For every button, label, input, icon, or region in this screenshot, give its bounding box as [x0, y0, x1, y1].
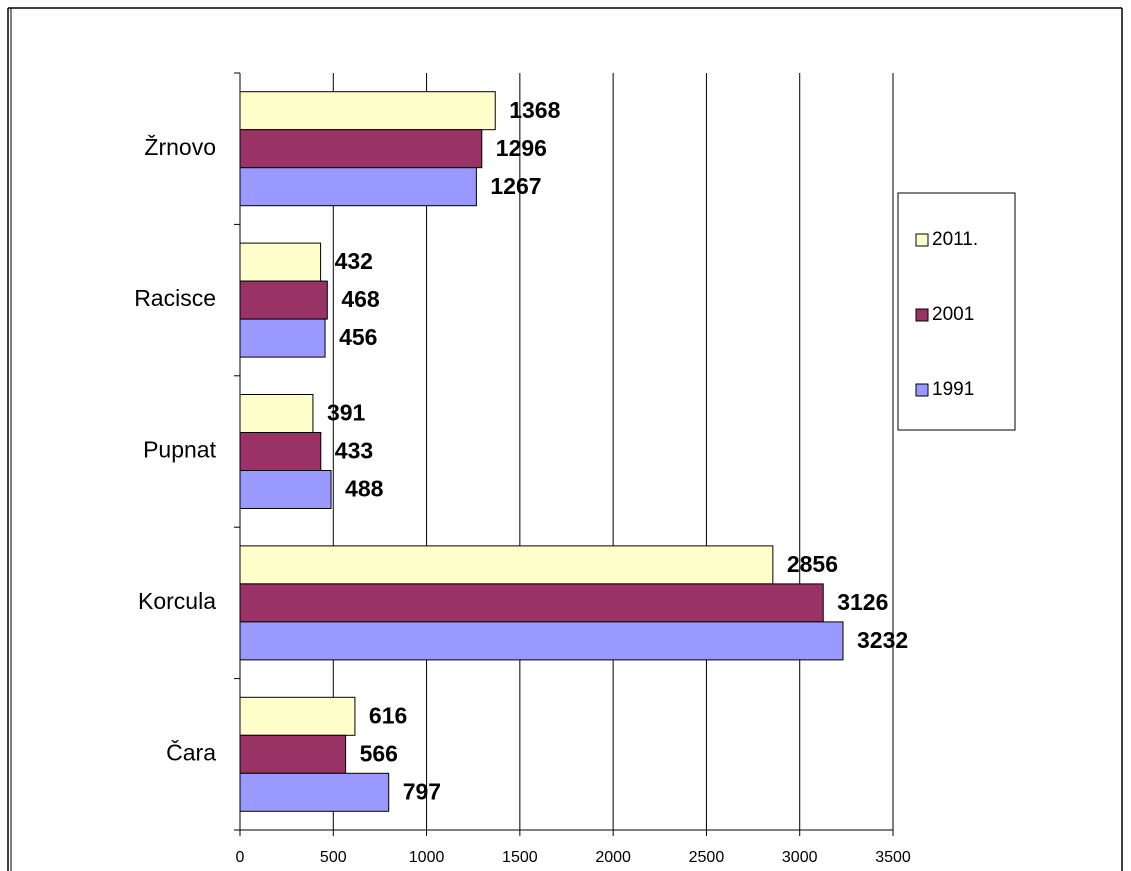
- legend-swatch: [915, 308, 929, 322]
- bar: [239, 280, 328, 320]
- bar: [239, 318, 326, 358]
- data-label: 488: [345, 476, 384, 502]
- data-label: 3232: [857, 627, 908, 653]
- bar: [239, 470, 332, 509]
- data-label: 566: [360, 740, 398, 766]
- bar: [239, 696, 356, 736]
- y-tick-label: Racisce: [134, 285, 216, 311]
- data-label: 433: [335, 438, 373, 464]
- y-tick-label: Korcula: [138, 588, 216, 614]
- x-tick-label: 1500: [502, 849, 538, 866]
- x-tick-label: 500: [320, 849, 347, 866]
- data-label: 797: [403, 778, 441, 804]
- x-tick-label: 2500: [689, 849, 725, 866]
- data-label: 468: [341, 286, 380, 312]
- x-tick-label: 2000: [595, 849, 631, 866]
- legend-swatch: [915, 383, 929, 397]
- data-label: 2856: [787, 551, 838, 577]
- x-tick-label: 1000: [409, 849, 445, 866]
- data-label: 391: [327, 400, 366, 426]
- bar: [239, 91, 496, 131]
- legend-label: 1991: [932, 379, 974, 400]
- data-label: 1267: [490, 173, 541, 199]
- bar: [239, 129, 483, 169]
- x-tick-label: 0: [236, 849, 245, 866]
- bar: [239, 772, 390, 812]
- data-label: 1296: [496, 135, 547, 161]
- bar: [239, 545, 774, 585]
- legend-label: 2001: [932, 304, 974, 325]
- y-tick-label: Čara: [166, 738, 216, 765]
- bar: [239, 394, 314, 433]
- data-label: 616: [369, 702, 407, 728]
- legend-label: 2011.: [932, 229, 978, 250]
- y-tick-label: Žrnovo: [144, 134, 216, 160]
- data-label: 432: [335, 248, 373, 274]
- bar: [239, 432, 322, 471]
- data-label: 3126: [837, 589, 888, 615]
- bar: [239, 242, 322, 282]
- x-tick-label: 3000: [782, 849, 818, 866]
- data-label: 1368: [509, 97, 560, 123]
- bar: [239, 583, 824, 623]
- x-tick-label: 3500: [875, 849, 911, 866]
- data-label: 456: [339, 324, 377, 350]
- bar: [239, 734, 347, 774]
- bar: [239, 167, 477, 207]
- y-tick-label: Pupnat: [143, 437, 217, 463]
- bar: [239, 621, 844, 661]
- legend-swatch: [915, 233, 929, 247]
